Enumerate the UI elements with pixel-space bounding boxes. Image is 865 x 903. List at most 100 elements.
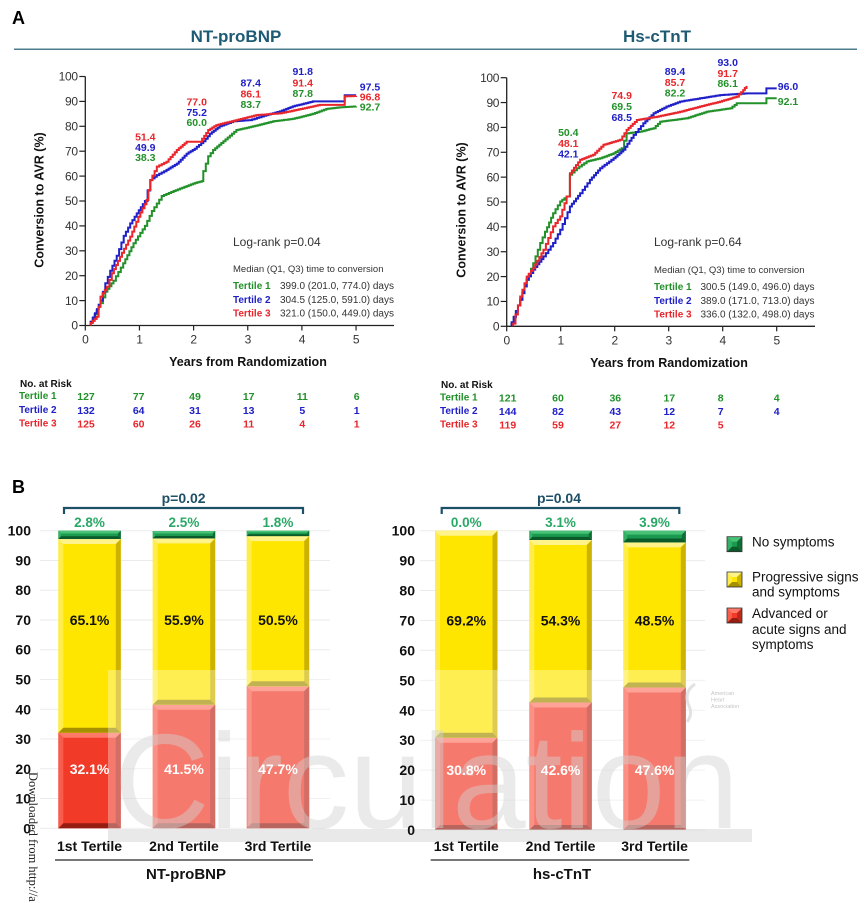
bar-bevel-top bbox=[529, 540, 592, 545]
bar-bevel-right bbox=[212, 531, 216, 539]
y-tick-label: 20 bbox=[399, 762, 415, 778]
bar-bevel-top bbox=[623, 542, 686, 548]
bar-bevel-right bbox=[304, 686, 310, 829]
legend-label: symptoms bbox=[752, 637, 814, 652]
bar-bevel-left bbox=[623, 542, 629, 688]
km-estimate-label: 85.7 bbox=[665, 77, 686, 89]
x-tick-label: 5 bbox=[353, 333, 360, 347]
at-risk-row-label: Tertile 1 bbox=[440, 393, 478, 404]
km-estimate-label: 92.7 bbox=[360, 102, 381, 114]
x-axis-label: Years from Randomization bbox=[590, 356, 748, 370]
bar-value-label-no-symptoms: 2.5% bbox=[169, 515, 200, 530]
km-estimate-label: 91.8 bbox=[292, 66, 313, 78]
bar-segment-advanced bbox=[58, 732, 121, 829]
bar-bevel-left bbox=[58, 530, 62, 539]
km-curve-tertile-2 bbox=[89, 94, 357, 326]
bar-bevel-right bbox=[210, 538, 216, 705]
bar-face bbox=[529, 539, 592, 703]
bar-value-label-progressive: 54.3% bbox=[541, 612, 581, 628]
at-risk-count: 27 bbox=[609, 420, 621, 432]
category-label: 3rd Tertile bbox=[245, 838, 312, 854]
at-risk-count: 119 bbox=[499, 420, 516, 432]
bar-bevel-left bbox=[58, 539, 64, 733]
at-risk-count: 59 bbox=[552, 420, 564, 432]
y-tick-label: 0 bbox=[71, 319, 78, 333]
y-tick-label: 90 bbox=[486, 96, 499, 110]
publisher-watermark-text: Heart bbox=[711, 698, 725, 704]
bar-value-label-advanced: 42.6% bbox=[541, 762, 581, 778]
bar-bevel-bottom bbox=[529, 825, 592, 830]
bar-bevel-top bbox=[246, 536, 310, 542]
bar-face bbox=[529, 702, 592, 830]
bar-value-label-no-symptoms: 3.1% bbox=[545, 515, 576, 530]
bar-bevel-top bbox=[152, 531, 216, 534]
bar-bevel-top bbox=[246, 530, 310, 533]
y-tick-label: 50 bbox=[15, 672, 31, 688]
bar-face bbox=[58, 530, 121, 540]
watermark-overlay bbox=[108, 670, 752, 830]
bar-bevel-top bbox=[58, 732, 121, 738]
legend-swatch-border bbox=[726, 536, 743, 553]
x-tick-label: 2 bbox=[190, 333, 197, 347]
at-risk-count: 64 bbox=[133, 405, 145, 417]
x-tick-label: 4 bbox=[299, 333, 306, 347]
p-value-label: p=0.04 bbox=[537, 490, 581, 506]
x-tick-label: 1 bbox=[136, 333, 143, 347]
y-tick-label: 40 bbox=[65, 219, 78, 233]
bar-bevel-left bbox=[529, 540, 535, 703]
bar-value-label-progressive: 48.5% bbox=[635, 612, 675, 628]
bar-bevel-right bbox=[118, 530, 121, 539]
legend-swatch-border bbox=[726, 607, 743, 624]
bar-face bbox=[529, 530, 592, 540]
km-estimate-label: 97.5 bbox=[360, 82, 381, 94]
km-estimate-label: 42.1 bbox=[558, 149, 579, 161]
km-estimate-label: 51.4 bbox=[135, 132, 156, 144]
median-row-label: Tertile 3 bbox=[233, 309, 271, 320]
bar-bevel-left bbox=[246, 686, 252, 829]
at-risk-count: 31 bbox=[189, 405, 201, 417]
y-tick-label: 80 bbox=[486, 121, 499, 135]
bar-bevel-left bbox=[246, 530, 249, 537]
at-risk-row-label: Tertile 2 bbox=[440, 406, 478, 417]
at-risk-count: 127 bbox=[77, 391, 95, 403]
y-tick-label: 90 bbox=[65, 95, 78, 109]
km-estimate-label: 60.0 bbox=[186, 117, 207, 129]
bar-face bbox=[152, 704, 216, 829]
watermark-band bbox=[108, 829, 752, 842]
km-estimate-label: 83.7 bbox=[240, 99, 261, 111]
bar-3rd-tertile bbox=[246, 530, 310, 829]
x-tick-label: 4 bbox=[720, 333, 727, 347]
logrank-pvalue: Log-rank p=0.04 bbox=[233, 235, 321, 249]
km-estimate-label: 96.0 bbox=[778, 81, 799, 93]
km-estimate-label: 91.7 bbox=[717, 68, 738, 80]
bar-value-label-progressive: 65.1% bbox=[70, 612, 110, 628]
bar-face bbox=[623, 542, 686, 688]
y-tick-label: 20 bbox=[65, 269, 78, 283]
y-tick-label: 30 bbox=[486, 245, 499, 259]
bar-value-label-progressive: 69.2% bbox=[446, 612, 486, 628]
at-risk-count: 4 bbox=[774, 393, 780, 405]
bar-segment-advanced bbox=[435, 737, 498, 830]
y-tick-label: 20 bbox=[15, 761, 31, 777]
bar-face bbox=[246, 530, 310, 537]
bar-bevel-bottom bbox=[727, 582, 742, 587]
bar-bevel-left bbox=[529, 530, 533, 540]
km-estimate-label: 96.8 bbox=[360, 91, 381, 103]
bar-value-label-advanced: 47.7% bbox=[258, 761, 298, 777]
km-estimate-label: 49.9 bbox=[135, 142, 156, 154]
x-tick-label: 1 bbox=[558, 333, 565, 347]
at-risk-title: No. at Risk bbox=[20, 379, 72, 390]
bar-value-label-advanced: 47.6% bbox=[635, 762, 675, 778]
at-risk-count: 36 bbox=[609, 393, 621, 405]
y-tick-label: 10 bbox=[65, 294, 78, 308]
at-risk-count: 12 bbox=[663, 406, 675, 418]
bar-value-label-progressive: 55.9% bbox=[164, 612, 204, 628]
legend-swatch-progressive bbox=[727, 572, 742, 587]
bar-bevel-bottom bbox=[529, 697, 592, 703]
at-risk-count: 125 bbox=[77, 419, 95, 431]
group-label: NT-proBNP bbox=[146, 866, 226, 883]
bar-bevel-bottom bbox=[246, 534, 310, 537]
bar-bevel-right bbox=[586, 702, 592, 830]
bar-face bbox=[152, 538, 216, 705]
